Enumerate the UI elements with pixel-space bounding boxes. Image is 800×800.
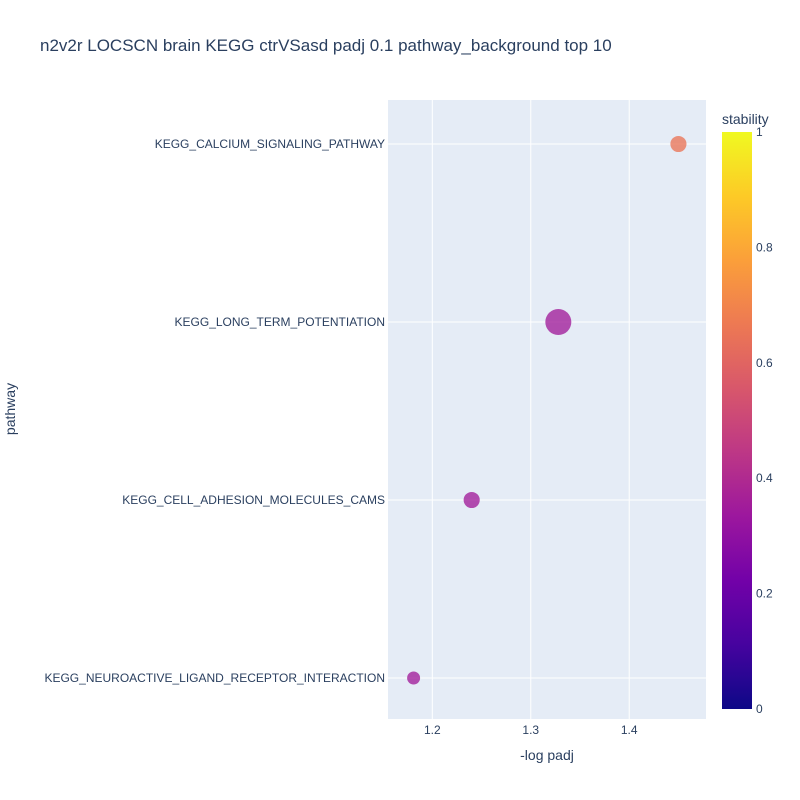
data-point[interactable]: [545, 309, 572, 335]
chart-title: n2v2r LOCSCN brain KEGG ctrVSasd padj 0.…: [40, 36, 612, 55]
x-tick-label: 1.4: [621, 723, 638, 737]
y-tick-label: KEGG_LONG_TERM_POTENTIATION: [175, 315, 385, 329]
y-tick-label: KEGG_CELL_ADHESION_MOLECULES_CAMS: [122, 493, 385, 507]
colorbar-tick-label: 1: [756, 125, 763, 139]
colorbar-tick-label: 0: [756, 702, 763, 716]
data-point[interactable]: [463, 491, 480, 509]
colorbar-title: stability: [722, 111, 769, 127]
plot-area: [388, 100, 706, 719]
x-axis-title: -log padj: [520, 747, 574, 763]
x-tick-label: 1.3: [522, 723, 539, 737]
y-tick-label: KEGG_NEUROACTIVE_LIGAND_RECEPTOR_INTERAC…: [44, 671, 385, 685]
colorbar-tick-labels: 0 0.2 0.4 0.6 0.8 1: [756, 125, 773, 716]
y-tick-label: KEGG_CALCIUM_SIGNALING_PATHWAY: [155, 137, 385, 151]
colorbar-tick-label: 0.6: [756, 356, 773, 370]
colorbar: [722, 132, 752, 709]
x-tick-labels: 1.2 1.3 1.4: [424, 723, 638, 737]
y-tick-labels: KEGG_CALCIUM_SIGNALING_PATHWAY KEGG_LONG_…: [44, 137, 385, 685]
data-point[interactable]: [670, 135, 687, 153]
colorbar-tick-label: 0.8: [756, 240, 773, 254]
colorbar-tick-label: 0.2: [756, 587, 773, 601]
colorbar-tick-label: 0.4: [756, 471, 773, 485]
data-point[interactable]: [407, 671, 421, 685]
x-tick-label: 1.2: [424, 723, 441, 737]
data-points: [407, 135, 687, 685]
y-axis-title: pathway: [2, 383, 18, 435]
